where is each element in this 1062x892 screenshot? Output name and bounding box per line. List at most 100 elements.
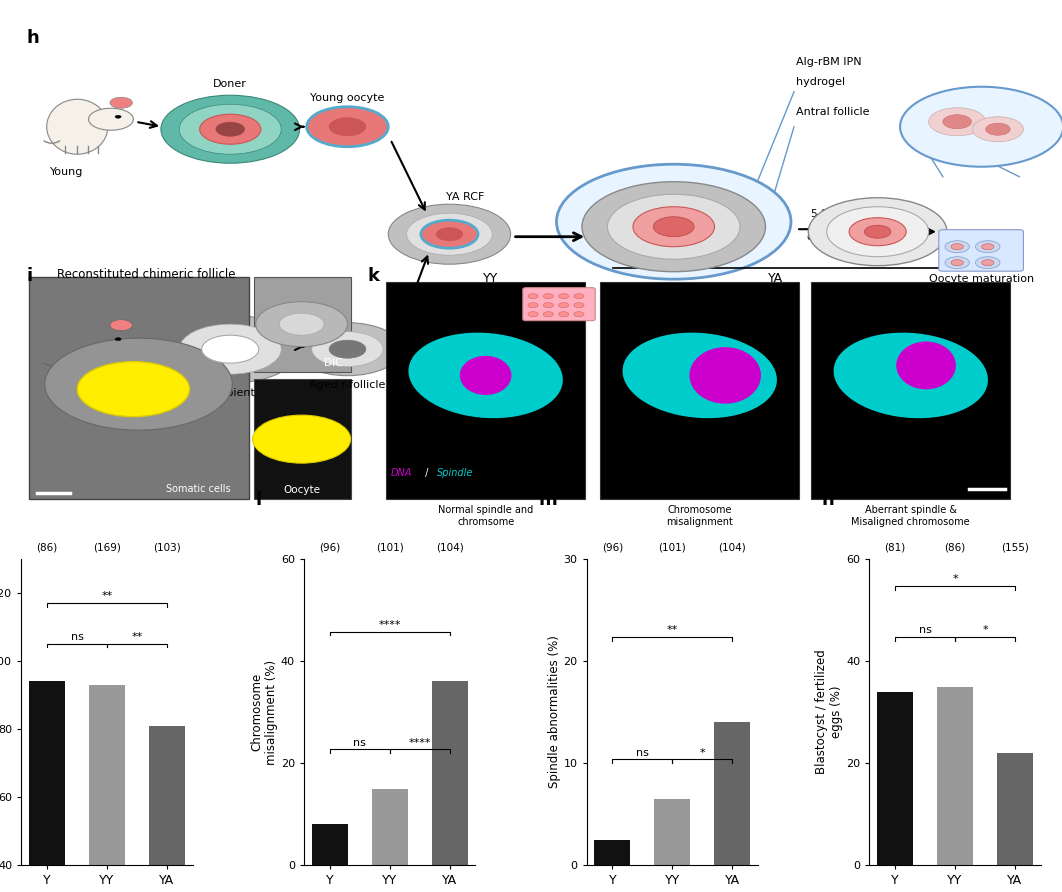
Text: ns: ns	[354, 738, 366, 747]
Text: i: i	[27, 267, 33, 285]
Text: ****: ****	[378, 620, 400, 631]
Text: ****: ****	[409, 738, 431, 747]
Text: DIC: DIC	[324, 358, 342, 368]
Text: n: n	[821, 491, 834, 509]
Circle shape	[973, 117, 1024, 142]
Text: h: h	[27, 29, 39, 47]
Circle shape	[436, 227, 463, 241]
Circle shape	[633, 207, 715, 247]
Bar	[997, 753, 1033, 865]
Text: ns: ns	[70, 632, 84, 642]
Ellipse shape	[47, 99, 108, 154]
Text: Aberrant spindle &
Misaligned chromosome: Aberrant spindle & Misaligned chromosome	[852, 505, 970, 527]
Circle shape	[115, 115, 121, 119]
FancyBboxPatch shape	[387, 282, 585, 500]
Text: *: *	[953, 574, 958, 584]
Y-axis label: Chromosome
misalignment (%): Chromosome misalignment (%)	[250, 659, 278, 764]
Circle shape	[200, 114, 261, 145]
Text: Young: Young	[50, 167, 84, 177]
Circle shape	[544, 311, 553, 317]
Circle shape	[110, 97, 133, 108]
Bar	[29, 681, 65, 865]
Bar	[877, 691, 913, 865]
Text: Oocyte: Oocyte	[284, 485, 320, 495]
Circle shape	[179, 324, 281, 374]
Circle shape	[216, 122, 244, 136]
Circle shape	[559, 302, 569, 308]
Circle shape	[256, 301, 347, 347]
Text: days: days	[806, 232, 830, 242]
FancyBboxPatch shape	[600, 282, 799, 500]
Text: (104): (104)	[435, 542, 463, 553]
Circle shape	[573, 311, 584, 317]
Circle shape	[293, 323, 401, 376]
Circle shape	[952, 244, 963, 250]
Text: *: *	[982, 625, 988, 635]
Circle shape	[544, 293, 553, 299]
Circle shape	[945, 241, 970, 252]
Text: **: **	[132, 632, 142, 642]
Text: k: k	[367, 267, 380, 285]
FancyBboxPatch shape	[254, 277, 350, 372]
Text: YA RCF: YA RCF	[446, 192, 484, 202]
Circle shape	[179, 104, 281, 154]
Y-axis label: Spindle abnormalities (%): Spindle abnormalities (%)	[548, 636, 561, 789]
Text: (86): (86)	[944, 542, 965, 553]
Circle shape	[945, 257, 970, 268]
Circle shape	[88, 108, 134, 130]
Circle shape	[421, 220, 478, 248]
Circle shape	[556, 164, 791, 279]
Bar	[372, 789, 408, 865]
Y-axis label: Blastocyst / fertilized
eggs (%): Blastocyst / fertilized eggs (%)	[816, 649, 843, 774]
FancyBboxPatch shape	[254, 379, 350, 500]
Bar	[89, 685, 125, 865]
Ellipse shape	[409, 333, 563, 418]
Circle shape	[279, 313, 324, 335]
Circle shape	[986, 123, 1010, 136]
Text: /: /	[422, 467, 431, 477]
Text: ns: ns	[919, 625, 931, 635]
Circle shape	[559, 311, 569, 317]
Ellipse shape	[47, 322, 108, 376]
Text: (81): (81)	[885, 542, 906, 553]
Bar	[654, 799, 690, 865]
Text: Spindle: Spindle	[438, 467, 474, 477]
Ellipse shape	[689, 347, 761, 404]
Ellipse shape	[460, 356, 512, 395]
Circle shape	[88, 331, 134, 352]
Circle shape	[329, 340, 365, 359]
Text: Antral follicle: Antral follicle	[796, 107, 870, 117]
Circle shape	[161, 95, 299, 163]
Bar	[431, 681, 467, 865]
Text: Oocyte maturation: Oocyte maturation	[929, 274, 1034, 285]
Text: **: **	[101, 591, 113, 601]
Circle shape	[573, 302, 584, 308]
Circle shape	[528, 311, 538, 317]
Circle shape	[559, 293, 569, 299]
Circle shape	[653, 217, 695, 236]
Circle shape	[573, 293, 584, 299]
Circle shape	[928, 108, 986, 136]
Circle shape	[78, 361, 189, 417]
Text: Reconstituted chimeric follicle: Reconstituted chimeric follicle	[57, 268, 236, 281]
Text: Recipient: Recipient	[204, 388, 256, 398]
Circle shape	[202, 335, 259, 363]
Text: (96): (96)	[319, 542, 340, 553]
Bar	[937, 687, 973, 865]
Text: Chromosome
misalignment: Chromosome misalignment	[666, 505, 733, 527]
Bar	[149, 726, 185, 865]
Circle shape	[528, 302, 538, 308]
Text: Aged r-follicle: Aged r-follicle	[309, 380, 386, 390]
Bar	[715, 723, 750, 865]
Circle shape	[981, 260, 994, 266]
Circle shape	[943, 115, 972, 128]
Circle shape	[808, 198, 947, 266]
FancyBboxPatch shape	[811, 282, 1010, 500]
Text: 5-6: 5-6	[810, 210, 827, 219]
Circle shape	[976, 241, 1000, 252]
Text: ns: ns	[636, 747, 649, 758]
Text: m: m	[538, 491, 558, 509]
Circle shape	[45, 338, 233, 430]
Text: (169): (169)	[93, 542, 121, 553]
Text: hydrogel: hydrogel	[796, 77, 845, 87]
